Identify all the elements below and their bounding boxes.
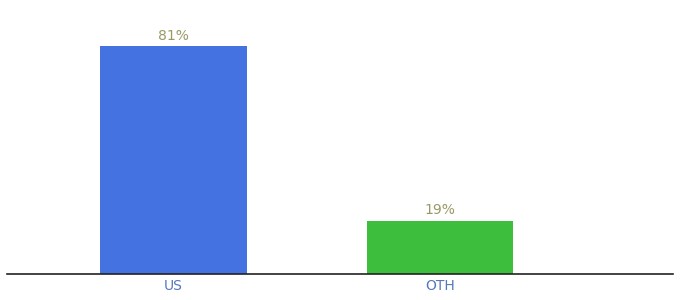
Text: 19%: 19% bbox=[424, 203, 456, 218]
Bar bbox=[100, 46, 247, 274]
Text: 81%: 81% bbox=[158, 29, 189, 43]
Bar bbox=[367, 221, 513, 274]
